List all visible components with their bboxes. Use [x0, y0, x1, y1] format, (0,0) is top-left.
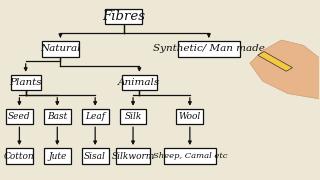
- Text: Sisal: Sisal: [84, 152, 106, 161]
- FancyBboxPatch shape: [82, 109, 108, 124]
- FancyBboxPatch shape: [178, 41, 240, 57]
- Text: Plants: Plants: [9, 78, 42, 87]
- Polygon shape: [258, 52, 292, 71]
- Text: Silkworm: Silkworm: [111, 152, 155, 161]
- Text: Fibres: Fibres: [102, 10, 145, 23]
- FancyBboxPatch shape: [164, 148, 216, 164]
- Text: Sheep, Camal etc: Sheep, Camal etc: [153, 152, 227, 160]
- Text: Synthetic/ Man made: Synthetic/ Man made: [153, 44, 265, 53]
- FancyBboxPatch shape: [44, 109, 71, 124]
- FancyBboxPatch shape: [176, 109, 203, 124]
- FancyBboxPatch shape: [6, 109, 33, 124]
- Text: Seed: Seed: [8, 112, 31, 121]
- Text: Animals: Animals: [118, 78, 161, 87]
- Text: Wool: Wool: [179, 112, 201, 121]
- FancyBboxPatch shape: [44, 148, 71, 164]
- Text: Jute: Jute: [48, 152, 67, 161]
- Polygon shape: [250, 40, 319, 99]
- FancyBboxPatch shape: [122, 75, 157, 90]
- FancyBboxPatch shape: [82, 148, 108, 164]
- FancyBboxPatch shape: [105, 9, 142, 24]
- FancyBboxPatch shape: [116, 148, 150, 164]
- FancyBboxPatch shape: [120, 109, 147, 124]
- Text: Natural: Natural: [40, 44, 81, 53]
- Text: Leaf: Leaf: [85, 112, 105, 121]
- FancyBboxPatch shape: [42, 41, 79, 57]
- Text: Silk: Silk: [124, 112, 142, 121]
- FancyBboxPatch shape: [6, 148, 33, 164]
- Text: Cotton: Cotton: [4, 152, 35, 161]
- FancyBboxPatch shape: [11, 75, 41, 90]
- Text: Bast: Bast: [47, 112, 68, 121]
